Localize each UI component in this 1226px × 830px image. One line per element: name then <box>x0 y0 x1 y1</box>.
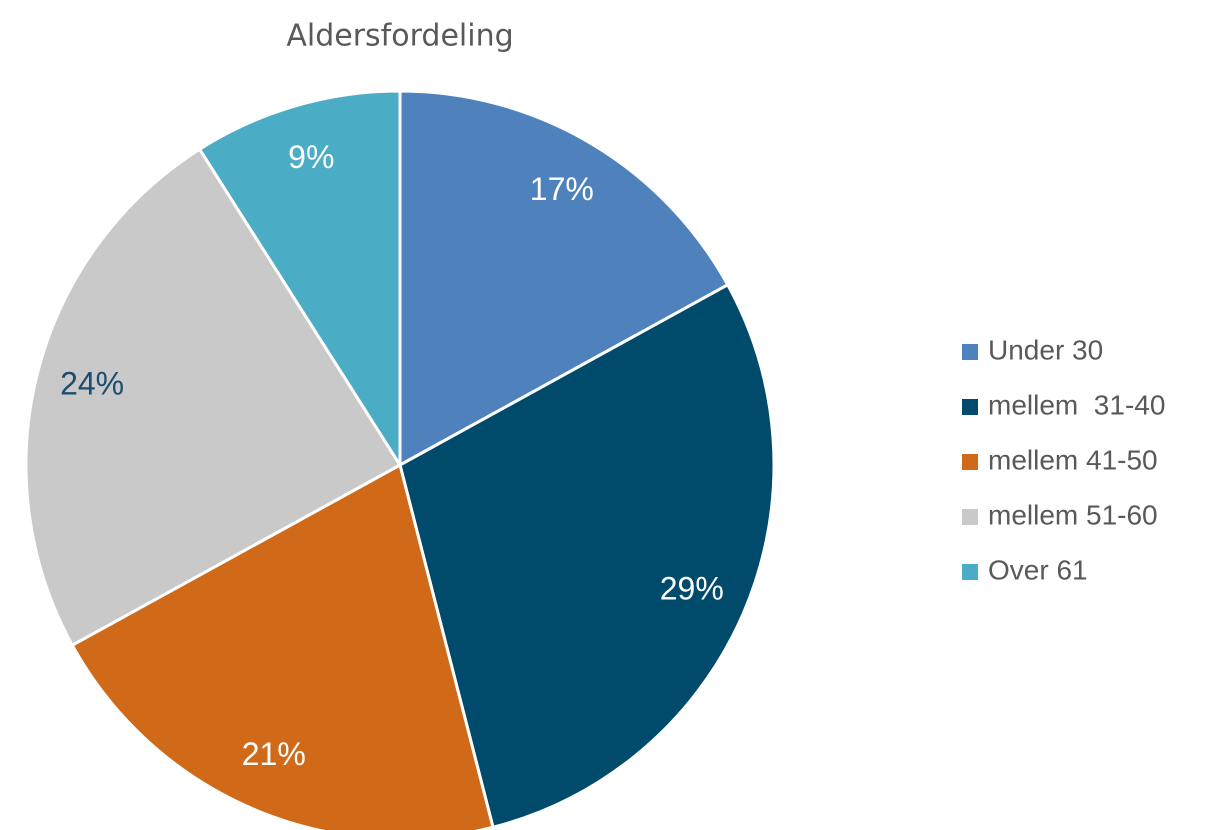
legend-label: Over 61 <box>988 554 1088 585</box>
data-label: 24% <box>60 365 124 401</box>
legend-swatch <box>962 399 978 415</box>
data-label: 29% <box>660 571 724 607</box>
data-label: 9% <box>288 139 334 175</box>
legend-swatch <box>962 344 978 360</box>
legend-swatch <box>962 509 978 525</box>
pie-slice <box>197 89 402 471</box>
legend-swatch <box>962 454 978 470</box>
legend-label: mellem 51-60 <box>988 499 1158 530</box>
legend-label: mellem 31-40 <box>988 389 1165 420</box>
legend-label: mellem 41-50 <box>988 444 1158 475</box>
data-label: 21% <box>242 736 306 772</box>
pie-slice <box>398 282 776 830</box>
data-label: 17% <box>530 171 594 207</box>
legend-swatch <box>962 564 978 580</box>
pie-slice <box>24 147 403 648</box>
chart-title: Aldersfordeling <box>286 19 513 54</box>
pie-slice <box>70 462 495 830</box>
pie-slice <box>398 89 730 468</box>
legend-label: Under 30 <box>988 334 1103 365</box>
